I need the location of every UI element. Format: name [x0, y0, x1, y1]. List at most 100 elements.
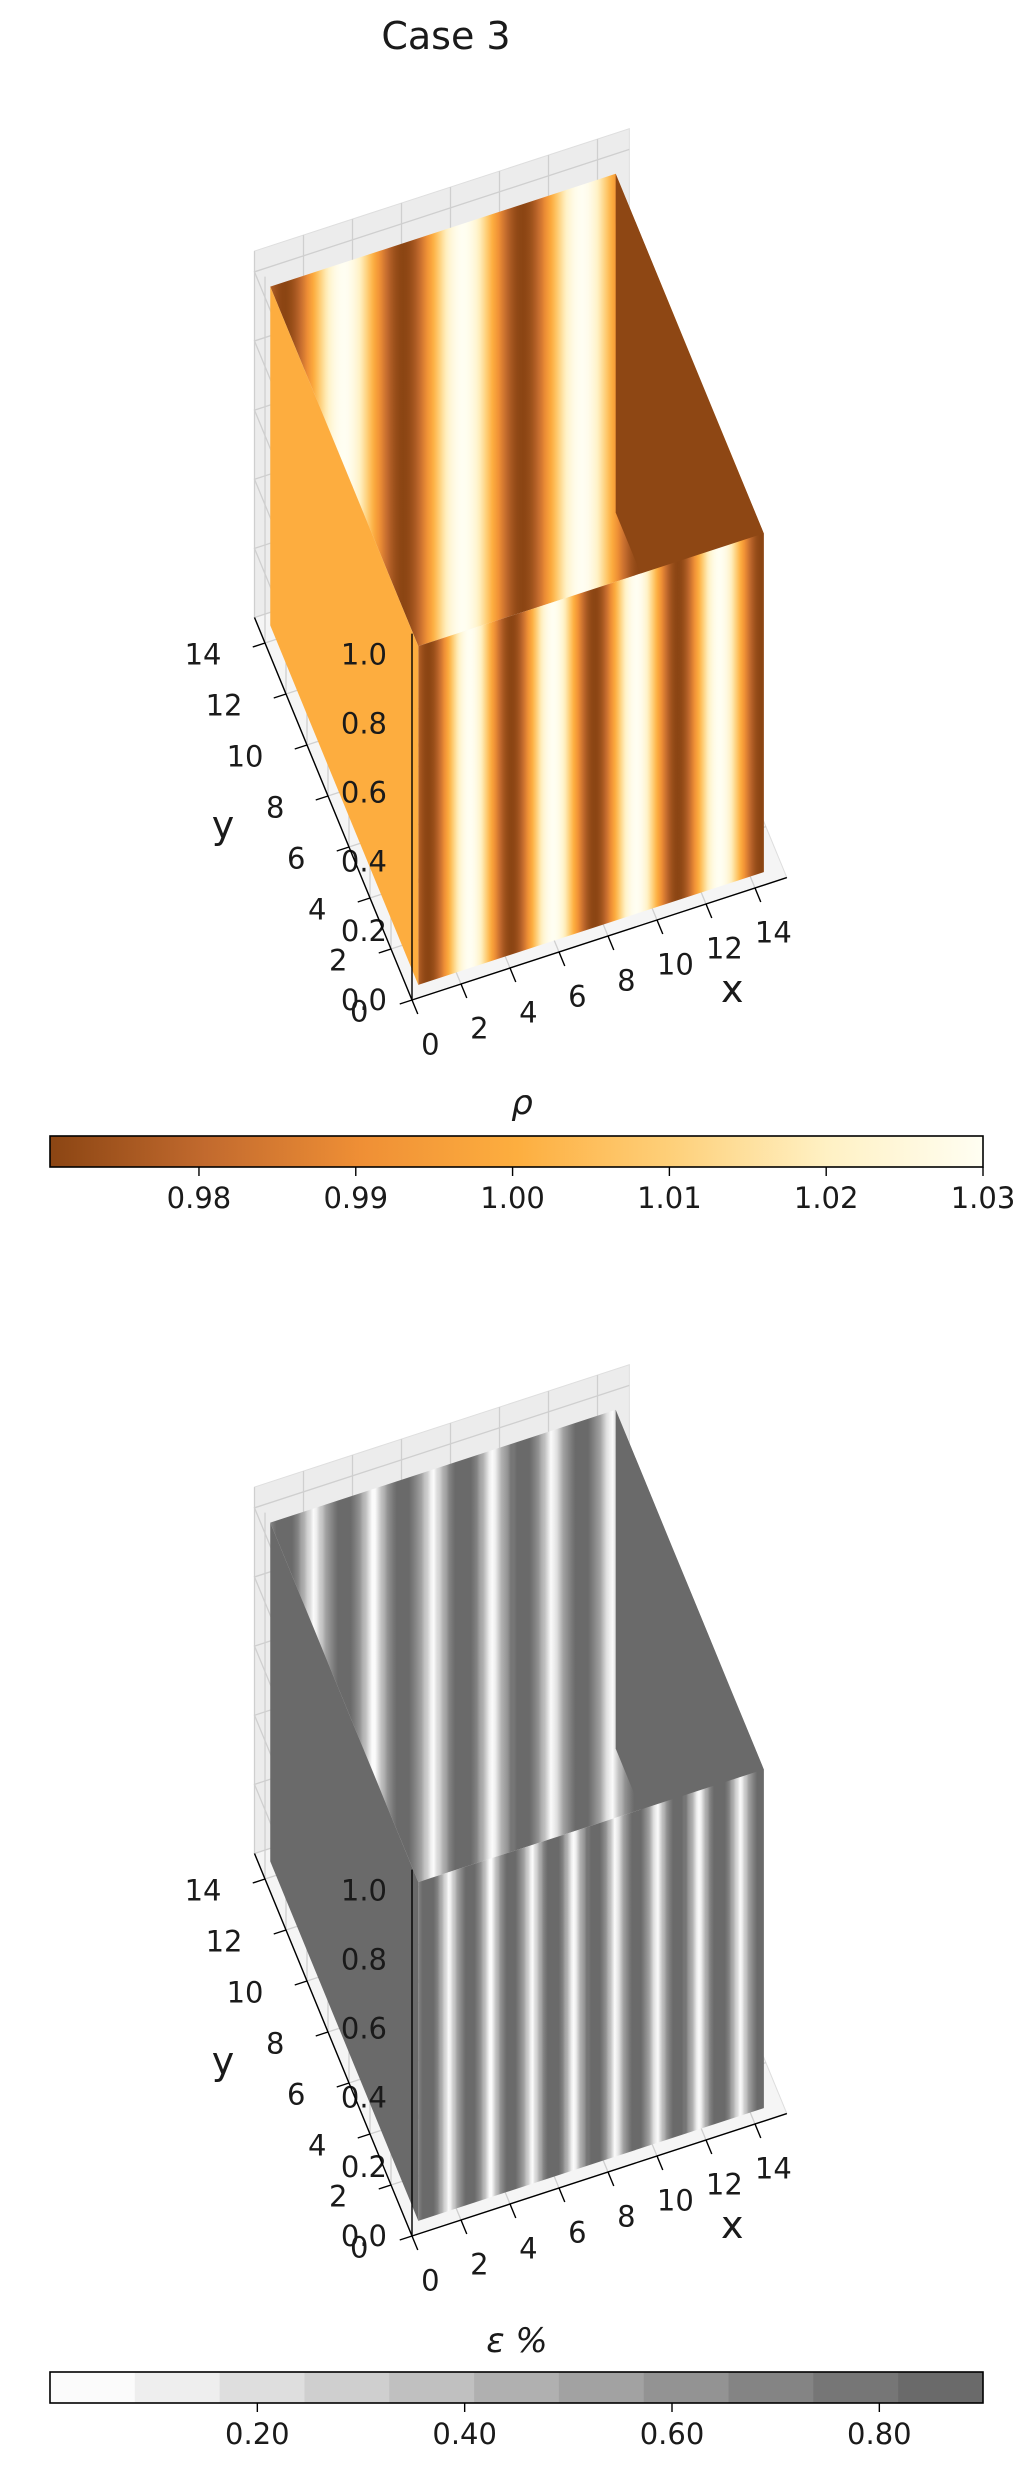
- x-axis-label: x: [721, 967, 744, 1011]
- x-tick-label: 10: [657, 2184, 694, 2218]
- density-colorbar-tick-label: 1.02: [794, 1181, 859, 1215]
- y-tick-mark: [399, 2235, 413, 2241]
- y-tick-mark: [252, 1878, 266, 1884]
- x-axis-label: x: [721, 2203, 744, 2247]
- strain-colorbar: ε % 0.20 0.40 0.60 0.80: [49, 2321, 984, 2451]
- strain-colorbar-ticks: 0.20 0.40 0.60 0.80: [225, 2403, 912, 2451]
- y-tick-label: 4: [308, 2129, 326, 2163]
- y-tick-label: 10: [227, 1976, 264, 2010]
- y-tick-mark: [315, 2031, 329, 2037]
- z-tick-label: 0.0: [341, 2219, 387, 2253]
- z-tick-label: 1.0: [341, 637, 387, 671]
- strain-3d-plot: 0 2 4 6 8 10 12 14024681012140.00.20.40.60.81.0…: [185, 1363, 792, 2298]
- strain-colorbar-tick-label: 0.80: [847, 2417, 912, 2451]
- axis-ticks: 0 2 4 6 8 10 12 14024681012140.00.20.40.60.81.0…: [185, 1853, 792, 2298]
- y-tick-label: 2: [329, 2180, 347, 2214]
- y-tick-label: 14: [185, 1874, 222, 1908]
- x-axis-line: [411, 876, 788, 1001]
- x-tick-label: 10: [657, 948, 694, 982]
- density-colorbar-label: ρ: [511, 1083, 533, 1123]
- strain-colorbar-segment: [389, 2372, 475, 2403]
- x-tick-label: 14: [755, 916, 792, 950]
- z-tick-label: 0.4: [341, 845, 387, 879]
- strain-colorbar-tick-label: 0.40: [432, 2417, 497, 2451]
- density-colorbar: ρ 0.98 0.99 1.00 1.01 1.02 1.03: [49, 1083, 1015, 1215]
- x-tick-label: 4: [519, 2232, 537, 2266]
- x-tick-label: 6: [568, 2216, 586, 2250]
- y-tick-mark: [357, 2133, 371, 2139]
- density-colorbar-gradient-bar: [49, 1135, 984, 1168]
- density-3d-plot: 0 2 4 6 8 10 12 14024681012140.00.20.40.60.81.0…: [185, 127, 792, 1062]
- z-tick-label: 0.8: [341, 706, 387, 740]
- strain-colorbar-segment: [304, 2372, 390, 2403]
- x-tick-mark: [509, 967, 517, 983]
- z-tick-label: 0.2: [341, 914, 387, 948]
- figure-title: Case 3: [381, 14, 510, 58]
- x-tick-mark: [460, 983, 468, 999]
- x-tick-label: 14: [755, 2152, 792, 2186]
- x-tick-mark: [411, 2235, 419, 2251]
- x-tick-mark: [656, 2155, 664, 2171]
- y-tick-mark: [273, 1929, 287, 1935]
- z-tick-label: 0.6: [341, 2012, 387, 2046]
- y-tick-label: 0: [350, 995, 368, 1029]
- y-tick-label: 12: [206, 1925, 243, 1959]
- x-tick-label: 0: [421, 2264, 439, 2298]
- z-tick-label: 0.6: [341, 776, 387, 810]
- density-colorbar-ticks: 0.98 0.99 1.00 1.01 1.02 1.03: [167, 1167, 1015, 1215]
- z-tick-label: 0.8: [341, 1942, 387, 1976]
- y-tick-label: 10: [227, 740, 264, 774]
- x-tick-label: 12: [706, 932, 743, 966]
- density-colorbar-tick-label: 1.01: [637, 1181, 702, 1215]
- y-tick-label: 6: [287, 2078, 305, 2112]
- y-tick-mark: [378, 2184, 392, 2190]
- x-tick-label: 0: [421, 1028, 439, 1062]
- y-axis-label: y: [212, 803, 235, 847]
- y-axis-line: [253, 617, 413, 1001]
- y-tick-mark: [336, 846, 350, 852]
- z-tick-label: 0.0: [341, 983, 387, 1017]
- y-tick-label: 12: [206, 689, 243, 723]
- z-tick-label: 0.4: [341, 2081, 387, 2115]
- y-tick-mark: [336, 2082, 350, 2088]
- x-tick-mark: [656, 919, 664, 935]
- y-tick-mark: [378, 948, 392, 954]
- density-colorbar-tick-label: 0.98: [167, 1181, 232, 1215]
- x-tick-mark: [460, 2219, 468, 2235]
- front-face: [418, 1769, 764, 2221]
- x-tick-label: 4: [519, 996, 537, 1030]
- x-tick-label: 2: [470, 2248, 488, 2282]
- y-tick-label: 4: [308, 893, 326, 927]
- y-tick-label: 8: [266, 791, 284, 825]
- y-tick-label: 8: [266, 2027, 284, 2061]
- strain-colorbar-segment: [898, 2372, 984, 2403]
- y-tick-label: 2: [329, 944, 347, 978]
- strain-colorbar-segment: [558, 2372, 645, 2403]
- x-tick-mark: [607, 2171, 615, 2187]
- x-tick-mark: [705, 2139, 713, 2155]
- y-tick-mark: [252, 642, 266, 648]
- strain-colorbar-segment: [134, 2372, 221, 2403]
- z-tick-label: 0.2: [341, 2150, 387, 2184]
- y-tick-label: 14: [185, 638, 222, 672]
- density-colorbar-tick-label: 0.99: [323, 1181, 388, 1215]
- x-tick-label: 6: [568, 980, 586, 1014]
- y-axis-line: [253, 1853, 413, 2237]
- x-tick-label: 12: [706, 2168, 743, 2202]
- axis-ticks: 0 2 4 6 8 10 12 14024681012140.00.20.40.60.81.0…: [185, 617, 792, 1062]
- left-face: [270, 1522, 419, 2221]
- y-tick-mark: [294, 744, 308, 750]
- x-tick-mark: [607, 935, 615, 951]
- density-colorbar-tick-label: 1.00: [480, 1181, 545, 1215]
- y-tick-mark: [315, 795, 329, 801]
- x-tick-mark: [754, 2123, 762, 2139]
- strain-colorbar-label: ε %: [486, 2321, 548, 2361]
- y-tick-label: 6: [287, 842, 305, 876]
- x-tick-mark: [509, 2203, 517, 2219]
- strain-colorbar-segments: [50, 2372, 984, 2403]
- x-tick-mark: [754, 887, 762, 903]
- y-tick-mark: [399, 999, 413, 1005]
- y-tick-mark: [357, 897, 371, 903]
- strain-colorbar-tick-label: 0.20: [225, 2417, 290, 2451]
